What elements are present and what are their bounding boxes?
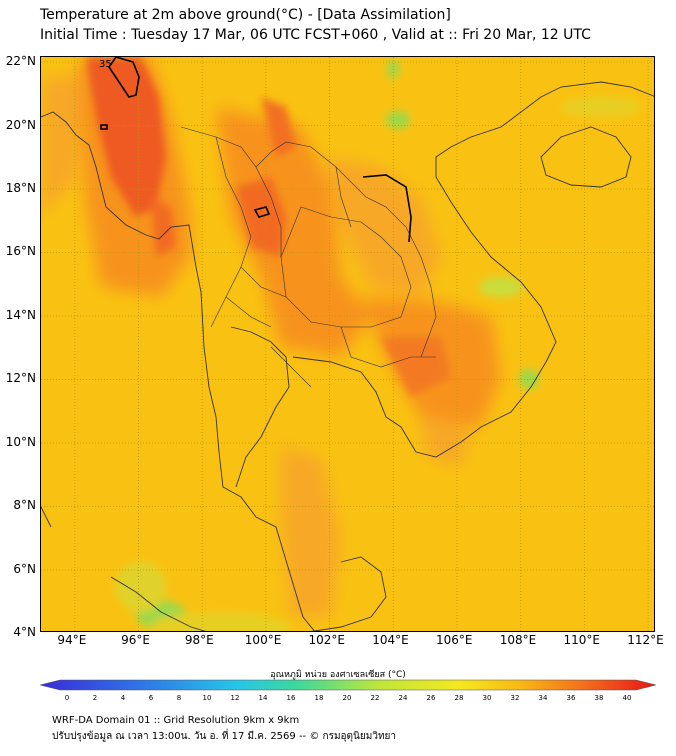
colorbar-tick-label: 8: [177, 694, 181, 702]
colorbar-tick-label: 36: [567, 694, 576, 702]
colorbar-tick-label: 12: [231, 694, 240, 702]
colorbar-tick-label: 28: [455, 694, 464, 702]
colorbar-tick-label: 18: [315, 694, 324, 702]
colorbar-tick-label: 4: [121, 694, 126, 702]
lat-label: 8°N: [13, 498, 36, 513]
colorbar-tick-label: 2: [93, 694, 97, 702]
colorbar-tick-label: 22: [371, 694, 380, 702]
colorbar-tick-label: 30: [483, 694, 492, 702]
lon-label: 106°E: [435, 633, 473, 647]
chart-subtitle: Initial Time : Tuesday 17 Mar, 06 UTC FC…: [40, 27, 591, 43]
chart-title: Temperature at 2m above ground(°C) - [Da…: [40, 7, 451, 23]
colorbar-tick-label: 38: [595, 694, 604, 702]
borders: [180, 126, 437, 388]
colorbar-tick-label: 10: [203, 694, 212, 702]
colorbar: 0 2 4 6 8 10 12 14 16 18 20 22 24 26 28 30 32 34 36 38 40: [40, 679, 656, 702]
colorbar-tick-label: 14: [259, 694, 268, 702]
lon-label: 96°E: [121, 633, 151, 647]
lon-label: 94°E: [57, 633, 87, 647]
colorbar-tick-label: 16: [287, 694, 296, 702]
contour-label: 35: [99, 59, 112, 70]
lat-label: 18°N: [5, 180, 36, 195]
lat-label: 10°N: [5, 434, 36, 449]
lat-label: 22°N: [5, 54, 36, 69]
footer-model-info: WRF-DA Domain 01 :: Grid Resolution 9km …: [52, 715, 300, 726]
footer-update-info: ปรับปรุงข้อมูล ณ เวลา 13:00น. วัน อ. ที่…: [52, 731, 397, 742]
graticule: [41, 57, 654, 631]
colorbar-ticks: 0 2 4 6 8 10 12 14 16 18 20 22 24 26 28 30 32 34 36 38 40: [65, 694, 632, 702]
lat-label: 20°N: [5, 117, 36, 132]
lat-label: 4°N: [13, 625, 36, 639]
map-canvas: 35: [41, 57, 654, 631]
lat-label: 6°N: [13, 561, 36, 576]
colorbar-tick-label: 32: [511, 694, 520, 702]
coastlines: [41, 81, 654, 631]
colorbar-tick-label: 26: [427, 694, 436, 702]
colorbar-tick-label: 20: [343, 694, 352, 702]
colorbar-tick-label: 40: [623, 694, 632, 702]
colorbar-gradient: [40, 679, 656, 691]
lon-label: 104°E: [372, 633, 409, 647]
colorbar-tick-label: 0: [65, 694, 69, 702]
lon-label: 108°E: [499, 633, 537, 647]
contour-35: [100, 57, 412, 243]
cool-areas: [116, 59, 641, 631]
lon-label: 112°E: [627, 633, 664, 647]
lon-label: 110°E: [563, 633, 600, 647]
colorbar-tick-label: 24: [399, 694, 408, 702]
temperature-map[interactable]: 35: [40, 56, 655, 632]
lat-label: 14°N: [5, 307, 36, 322]
lat-label: 16°N: [5, 244, 36, 259]
lon-label: 98°E: [184, 633, 214, 647]
lon-label: 100°E: [244, 633, 282, 647]
colorbar-tick-label: 34: [539, 694, 548, 702]
lon-label: 102°E: [308, 633, 346, 647]
lat-label: 12°N: [5, 371, 36, 386]
colorbar-title: อุณหภูมิ หน่วย องศาเซลเซียส (°C): [270, 670, 406, 680]
colorbar-tick-label: 6: [149, 694, 154, 702]
